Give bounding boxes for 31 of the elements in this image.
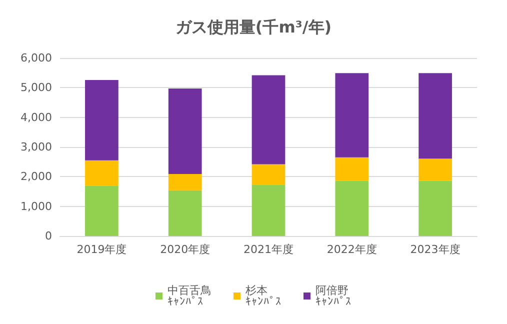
bar: [85, 80, 118, 160]
bar: [418, 158, 452, 181]
bar: [85, 186, 118, 236]
legend-label: 中百舌鳥ｷｬﾝﾊﾟｽ: [168, 284, 212, 308]
x-tick-label: 2023年度: [410, 243, 460, 256]
bar: [335, 157, 369, 181]
bar: [418, 73, 452, 159]
bar: [85, 160, 118, 186]
bar: [168, 174, 202, 190]
bar: [168, 88, 202, 174]
bar: [252, 184, 286, 236]
y-tick-label: 6,000: [20, 52, 52, 64]
bar: [168, 190, 202, 236]
x-tick-label: 2020年度: [160, 243, 210, 256]
y-tick-label: 4,000: [20, 110, 52, 124]
bar: [335, 73, 369, 158]
y-tick-label: 3,000: [20, 140, 52, 154]
legend-label: 杉本ｷｬﾝﾊﾟｽ: [244, 284, 282, 308]
bar: [252, 164, 286, 185]
bar: [335, 180, 369, 236]
x-tick-label: 2021年度: [244, 243, 294, 256]
y-tick-label: 1,000: [20, 200, 52, 213]
chart-title: ガス使用量(千m³/年): [175, 18, 332, 36]
y-tick-label: 0: [45, 230, 52, 242]
x-tick-label: 2019年度: [76, 243, 127, 256]
y-tick-label: 2,000: [20, 170, 52, 184]
x-tick-label: 2022年度: [326, 243, 377, 256]
bar: [252, 75, 286, 164]
bar: [418, 180, 452, 236]
legend-label: 阿倍野ｷｬﾝﾊﾟｽ: [316, 284, 352, 308]
y-tick-label: 5,000: [20, 81, 52, 94]
